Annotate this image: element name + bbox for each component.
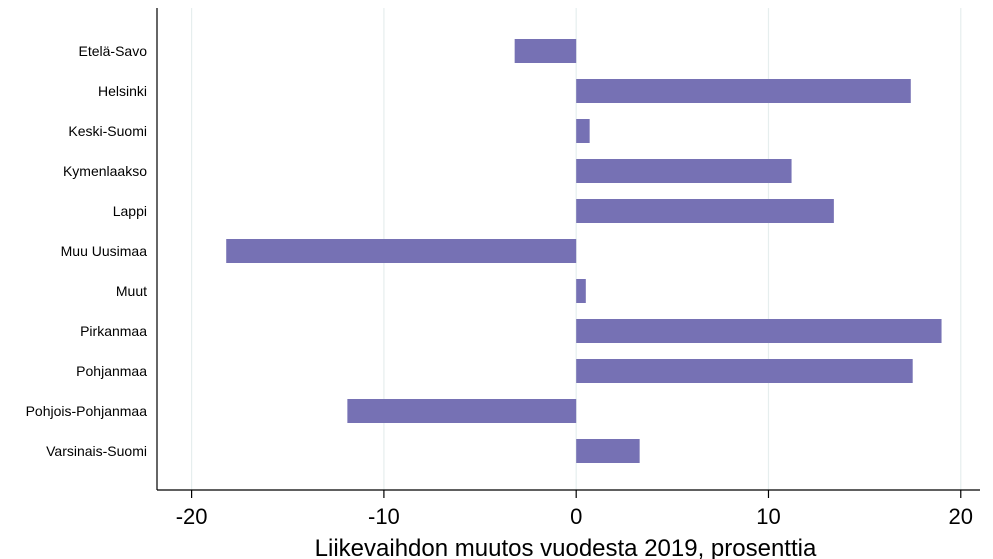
category-label-9: Pohjois-Pohjanmaa (26, 403, 148, 419)
bar-0 (514, 39, 577, 63)
bar-8 (576, 359, 913, 383)
category-label-7: Pirkanmaa (80, 323, 147, 339)
axes (156, 8, 980, 491)
category-label-0: Etelä-Savo (79, 43, 148, 59)
category-label-5: Muu Uusimaa (61, 243, 148, 259)
bar-4 (576, 199, 834, 223)
category-label-10: Varsinais-Suomi (46, 443, 147, 459)
category-label-6: Muut (116, 283, 147, 299)
bar-7 (576, 319, 942, 343)
bar-3 (576, 159, 792, 183)
x-tick-label-1: -10 (368, 504, 400, 529)
x-tick-label-4: 20 (949, 504, 973, 529)
bar-10 (576, 439, 640, 463)
bar-2 (576, 119, 590, 143)
x-ticks: -20 -10 0 10 20 (176, 490, 973, 529)
category-label-1: Helsinki (98, 83, 147, 99)
category-label-3: Kymenlaakso (63, 163, 147, 179)
x-axis-title: Liikevaihdon muutos vuodesta 2019, prose… (315, 535, 817, 559)
bar-9 (347, 399, 577, 423)
bar-6 (576, 279, 586, 303)
category-labels: Etelä-Savo Helsinki Keski-Suomi Kymenlaakso… (26, 43, 148, 459)
category-label-4: Lappi (113, 203, 147, 219)
category-label-2: Keski-Suomi (68, 123, 147, 139)
x-tick-label-0: -20 (176, 504, 208, 529)
bar-5 (226, 239, 577, 263)
x-tick-label-3: 10 (756, 504, 780, 529)
bars (226, 39, 942, 463)
category-label-8: Pohjanmaa (76, 363, 147, 379)
bar-1 (576, 79, 911, 103)
x-tick-label-2: 0 (570, 504, 582, 529)
